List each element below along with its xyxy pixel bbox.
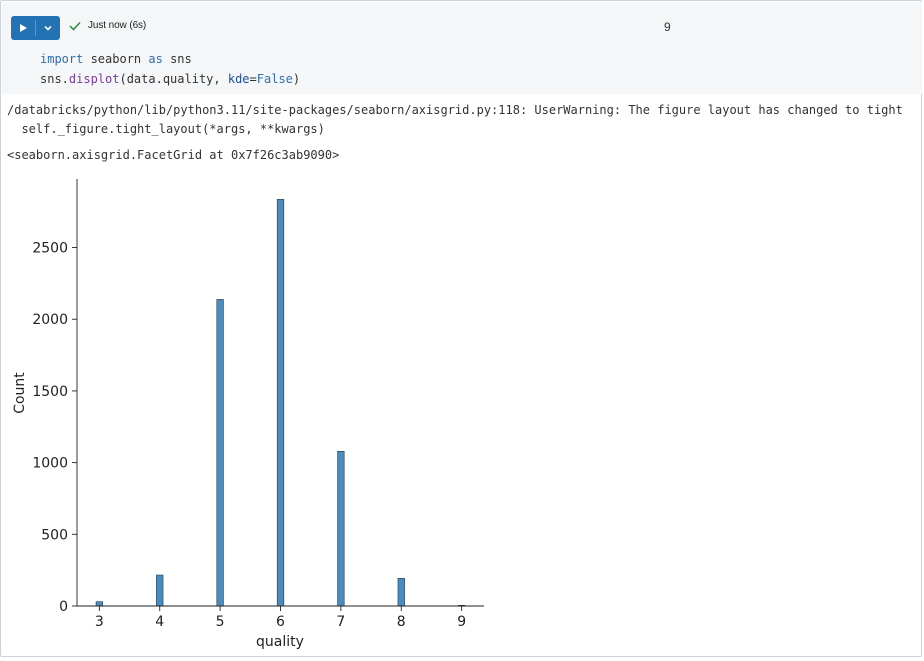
histogram-bar bbox=[95, 601, 103, 607]
cell-code-area[interactable]: Just now (6s) 9 import seaborn as sns sns… bbox=[2, 2, 922, 94]
y-axis-label: Count bbox=[12, 372, 28, 414]
warning-line-2: self._figure.tight_layout(*args, **kwarg… bbox=[7, 122, 325, 136]
x-ticks: 3 4 5 6 7 8 9 bbox=[95, 606, 466, 630]
facetgrid-repr: <seaborn.axisgrid.FacetGrid at 0x7f26c3a… bbox=[7, 148, 340, 162]
run-options-button[interactable] bbox=[36, 16, 60, 40]
chevron-down-icon bbox=[44, 25, 52, 31]
run-status: Just now (6s) bbox=[69, 20, 146, 31]
histogram-bar bbox=[156, 574, 164, 607]
code-line-2: sns.displot(data.quality, kde=False) bbox=[40, 72, 301, 86]
histogram-chart: 0 500 1000 1500 2000 2500 3 4 5 6 7 8 9 quality Cou… bbox=[12, 179, 484, 650]
x-tick-label: 3 bbox=[95, 614, 104, 630]
y-tick-label: 0 bbox=[59, 599, 68, 615]
x-axis-label: quality bbox=[256, 634, 304, 650]
warning-line-1: /databricks/python/lib/python3.11/site-p… bbox=[7, 103, 903, 117]
x-tick-label: 7 bbox=[336, 614, 345, 630]
plot-area bbox=[95, 199, 466, 607]
run-divider bbox=[35, 20, 36, 36]
x-tick-label: 5 bbox=[216, 614, 225, 630]
x-tick-label: 9 bbox=[457, 614, 466, 630]
y-ticks: 0 500 1000 1500 2000 2500 bbox=[32, 241, 77, 615]
y-tick-label: 1000 bbox=[32, 456, 68, 472]
cell-number: 9 bbox=[664, 20, 671, 34]
y-tick-label: 2000 bbox=[32, 312, 68, 328]
x-tick-label: 6 bbox=[276, 614, 285, 630]
y-tick-label: 2500 bbox=[32, 241, 68, 257]
x-tick-label: 8 bbox=[397, 614, 406, 630]
warning-output: /databricks/python/lib/python3.11/site-p… bbox=[7, 101, 903, 139]
x-tick-label: 4 bbox=[155, 614, 164, 630]
y-tick-label: 500 bbox=[41, 527, 68, 543]
histogram-bar bbox=[337, 450, 345, 607]
histogram-bar bbox=[397, 578, 405, 607]
histogram-bar bbox=[216, 299, 224, 607]
run-status-text: Just now (6s) bbox=[88, 20, 147, 31]
run-button-group bbox=[11, 16, 60, 40]
code-line-1: import seaborn as sns bbox=[40, 52, 192, 66]
code-editor[interactable]: import seaborn as sns sns.displot(data.qu… bbox=[40, 49, 300, 89]
check-icon bbox=[69, 21, 81, 31]
run-cell-button[interactable] bbox=[11, 16, 35, 40]
play-icon bbox=[20, 24, 27, 32]
histogram-bar bbox=[276, 199, 285, 607]
y-tick-label: 1500 bbox=[32, 384, 68, 400]
